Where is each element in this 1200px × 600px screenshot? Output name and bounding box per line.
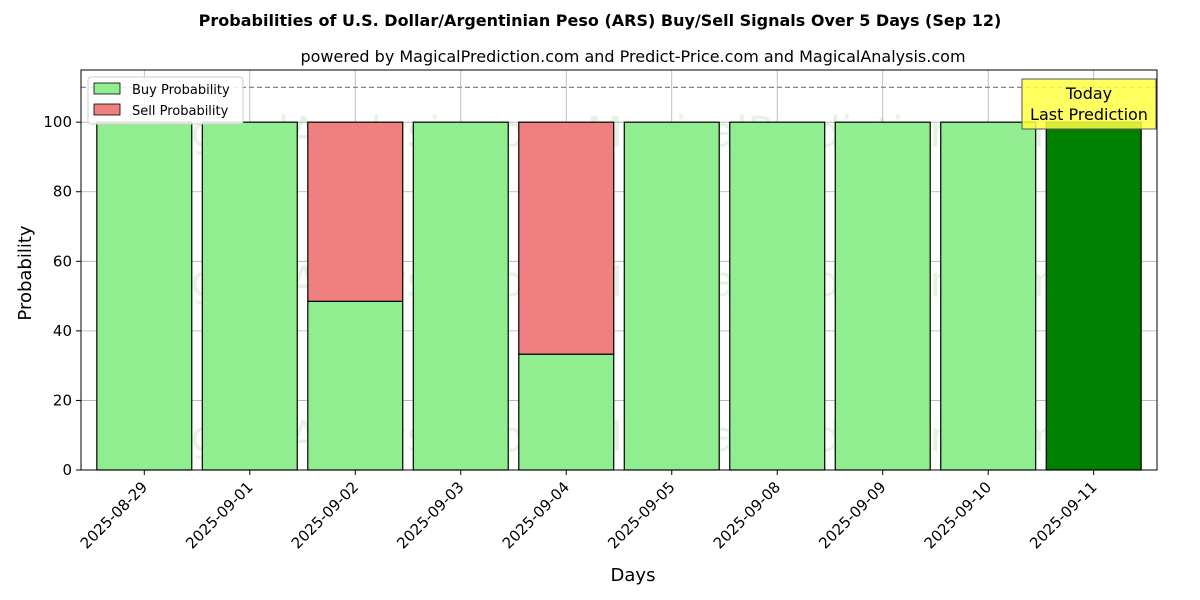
y-tick-label: 40 xyxy=(53,322,72,340)
x-tick-label: 2025-09-10 xyxy=(921,478,995,552)
today-annotation: Today Last Prediction xyxy=(1021,78,1157,130)
legend-buy-swatch xyxy=(93,82,121,95)
y-tick-label: 20 xyxy=(53,391,72,409)
buy-bar-2025-09-04 xyxy=(518,353,615,471)
x-axis-ticks: 2025-08-29 2025-09-01 2025-09-02 2025-09-03… xyxy=(77,470,1101,552)
buy-bar-2025-09-10 xyxy=(940,121,1037,471)
x-tick-label: 2025-09-11 xyxy=(1026,478,1100,552)
x-tick-label: 2025-09-08 xyxy=(710,478,784,552)
x-axis-label: Days xyxy=(611,565,656,586)
x-tick-label: 2025-09-05 xyxy=(604,478,678,552)
y-tick-label: 0 xyxy=(62,461,72,479)
annotation-line-1: Today xyxy=(1065,84,1112,103)
legend-sell-label: Sell Probability xyxy=(132,104,229,119)
y-tick-label: 80 xyxy=(53,183,72,201)
legend-buy-label: Buy Probability xyxy=(132,83,230,98)
buy-bar-2025-09-11 xyxy=(1045,121,1142,471)
y-axis-ticks: 0 20 40 60 80 100 xyxy=(43,113,81,479)
x-tick-label: 2025-09-03 xyxy=(393,478,467,552)
annotation-line-2: Last Prediction xyxy=(1030,105,1148,124)
y-tick-label: 60 xyxy=(53,252,72,270)
buy-bar-2025-09-01 xyxy=(201,121,298,471)
sell-bar-2025-09-02 xyxy=(307,121,404,302)
buy-bar-2025-08-29 xyxy=(96,121,193,471)
x-tick-label: 2025-09-04 xyxy=(499,478,573,552)
legend: Buy Probability Sell Probability xyxy=(87,76,244,125)
annotation-box xyxy=(1021,78,1157,130)
y-tick-label: 100 xyxy=(43,113,72,131)
buy-bar-2025-09-08 xyxy=(729,121,826,471)
x-tick-label: 2025-09-01 xyxy=(182,478,256,552)
buy-bar-2025-09-09 xyxy=(834,121,931,471)
x-tick-label: 2025-09-02 xyxy=(288,478,362,552)
legend-box xyxy=(87,76,244,125)
plot-frame xyxy=(80,69,1158,471)
y-axis-label: Probability xyxy=(15,225,36,320)
x-tick-label: 2025-08-29 xyxy=(77,478,151,552)
x-tick-label: 2025-09-09 xyxy=(815,478,889,552)
bars xyxy=(96,121,1142,471)
buy-bar-2025-09-02 xyxy=(307,300,404,471)
chart-subtitle: powered by MagicalPrediction.com and Pre… xyxy=(300,47,965,66)
buy-bar-2025-09-05 xyxy=(623,121,720,471)
chart-title: Probabilities of U.S. Dollar/Argentinian… xyxy=(199,11,1002,30)
sell-bar-2025-09-04 xyxy=(518,121,615,355)
buy-bar-2025-09-03 xyxy=(412,121,509,471)
legend-sell-swatch xyxy=(93,103,121,116)
